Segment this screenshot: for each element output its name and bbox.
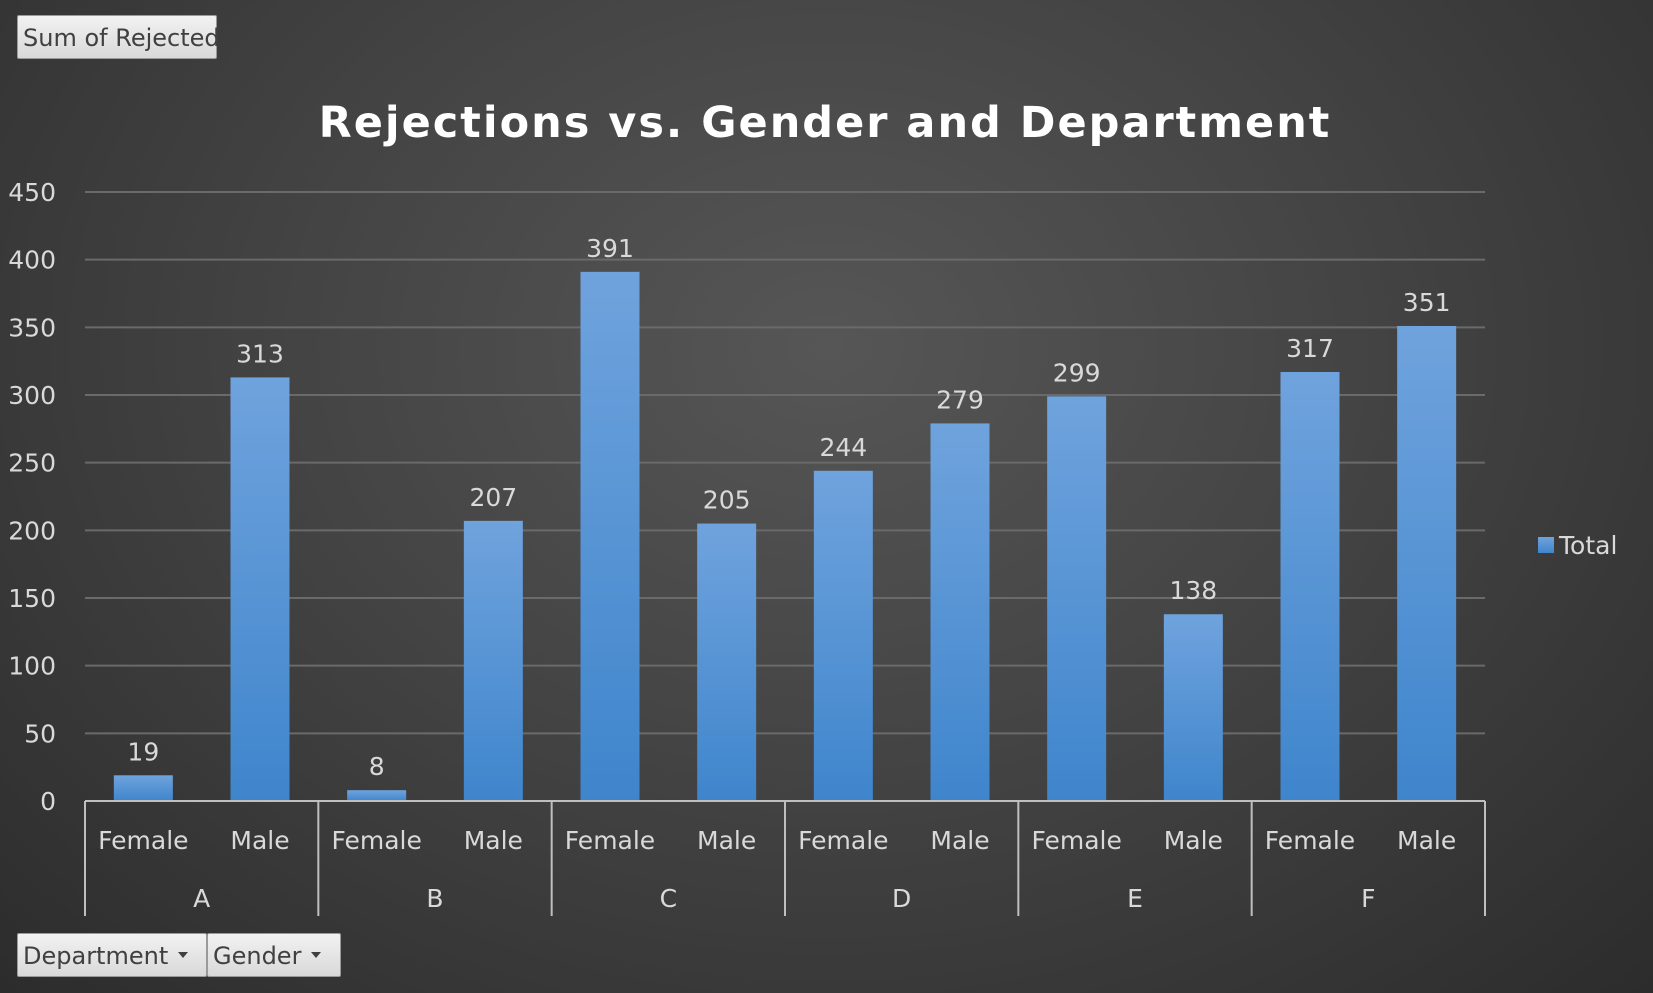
data-label-D-female: 244 xyxy=(819,433,867,462)
y-tick-label-350: 350 xyxy=(8,313,56,342)
y-tick-label-450: 450 xyxy=(8,178,56,207)
data-labels: 19 313 8 207 391 205 244 279 299 138 317 351 xyxy=(127,234,1450,781)
x-category-label-F-female: Female xyxy=(1265,826,1355,855)
y-tick-label-100: 100 xyxy=(8,652,56,681)
y-tick-label-150: 150 xyxy=(8,584,56,613)
bar-B-female xyxy=(347,790,407,801)
y-tick-label-0: 0 xyxy=(40,787,56,816)
bar-B-male xyxy=(463,520,523,801)
y-tick-label-300: 300 xyxy=(8,381,56,410)
y-tick-label-400: 400 xyxy=(8,246,56,275)
gender-label: Gender xyxy=(213,942,302,970)
data-label-C-male: 205 xyxy=(703,486,751,515)
bar-F-male xyxy=(1397,325,1457,801)
legend: Total xyxy=(1538,531,1617,560)
x-category-label-A-male: Male xyxy=(230,826,289,855)
bar-C-female xyxy=(580,271,640,801)
bar-E-male xyxy=(1163,614,1223,801)
gender-filter-button[interactable]: Gender xyxy=(207,933,341,977)
bar-A-female xyxy=(113,775,173,801)
y-axis-ticks: 0 50 100 150 200 250 300 350 400 450 xyxy=(8,178,56,816)
x-category-label-B-female: Female xyxy=(331,826,421,855)
data-label-A-female: 19 xyxy=(127,737,159,766)
x-group-label-B: B xyxy=(426,884,443,913)
bars xyxy=(113,271,1457,801)
x-category-label-C-female: Female xyxy=(565,826,655,855)
x-group-label-E: E xyxy=(1127,884,1143,913)
y-tick-label-250: 250 xyxy=(8,449,56,478)
data-label-C-female: 391 xyxy=(586,234,634,263)
x-category-label-E-female: Female xyxy=(1031,826,1121,855)
data-label-B-male: 207 xyxy=(469,483,517,512)
bar-D-female xyxy=(813,470,873,801)
data-label-F-female: 317 xyxy=(1286,334,1334,363)
bar-A-male xyxy=(230,377,290,801)
x-category-label-D-male: Male xyxy=(930,826,989,855)
sum-of-rejected-label: Sum of Rejected xyxy=(23,24,220,52)
department-filter-button[interactable]: Department xyxy=(17,933,207,977)
sum-of-rejected-button[interactable]: Sum of Rejected xyxy=(17,15,220,59)
department-label: Department xyxy=(23,942,169,970)
chart-title: Rejections vs. Gender and Department xyxy=(319,98,1332,148)
bar-E-female xyxy=(1047,396,1107,801)
data-label-E-female: 299 xyxy=(1053,358,1101,387)
legend-label-total: Total xyxy=(1558,531,1617,560)
x-category-label-F-male: Male xyxy=(1397,826,1456,855)
dropdown-arrow-icon xyxy=(178,952,189,958)
x-category-label-C-male: Male xyxy=(697,826,756,855)
data-label-B-female: 8 xyxy=(369,752,385,781)
data-label-D-male: 279 xyxy=(936,385,984,414)
x-group-label-F: F xyxy=(1361,884,1375,913)
x-category-label-A-female: Female xyxy=(98,826,188,855)
data-label-A-male: 313 xyxy=(236,339,284,368)
y-tick-label-50: 50 xyxy=(24,719,56,748)
legend-swatch xyxy=(1538,537,1554,553)
gridlines xyxy=(85,191,1485,735)
x-category-label-D-female: Female xyxy=(798,826,888,855)
bar-D-male xyxy=(930,423,990,801)
y-tick-label-200: 200 xyxy=(8,516,56,545)
bar-C-male xyxy=(697,523,757,801)
data-label-F-male: 351 xyxy=(1403,288,1451,317)
x-category-label-B-male: Male xyxy=(464,826,523,855)
data-label-E-male: 138 xyxy=(1169,576,1217,605)
x-group-label-D: D xyxy=(892,884,911,913)
bar-F-female xyxy=(1280,371,1340,801)
x-group-label-C: C xyxy=(660,884,677,913)
x-category-label-E-male: Male xyxy=(1164,826,1223,855)
dropdown-arrow-icon xyxy=(311,952,322,958)
x-group-label-A: A xyxy=(193,884,210,913)
